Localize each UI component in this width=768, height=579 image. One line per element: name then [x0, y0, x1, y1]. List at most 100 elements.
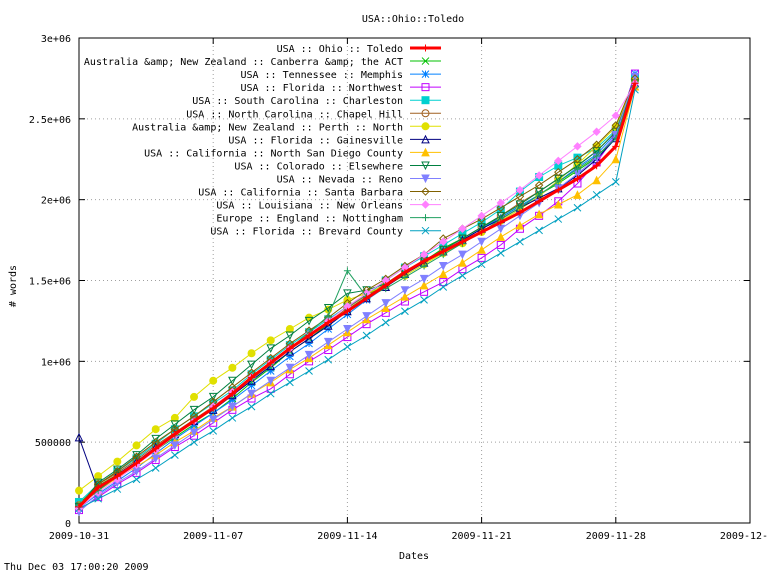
legend-entry: USA :: North Carolina :: Chapel Hill: [186, 109, 441, 120]
data-point: [439, 247, 447, 255]
data-point: [94, 494, 103, 503]
legend-label: USA :: Colorado :: Elsewhere: [234, 161, 403, 172]
data-point: [132, 441, 141, 450]
data-point: [362, 331, 371, 340]
data-point: [324, 319, 332, 327]
x-tick-label: 2009-10-31: [49, 531, 109, 542]
data-point: [400, 292, 410, 301]
data-point: [421, 134, 430, 144]
data-point: [343, 307, 351, 315]
data-point: [304, 350, 314, 360]
x-tick-label: 2009-11-07: [183, 531, 243, 542]
data-point: [458, 238, 466, 246]
data-point: [554, 178, 562, 186]
data-point: [228, 402, 237, 412]
data-point: [421, 70, 430, 78]
data-point: [611, 178, 620, 186]
data-point: [419, 280, 429, 290]
data-point: [477, 237, 486, 247]
data-point: [421, 109, 430, 118]
data-point: [75, 503, 83, 511]
data-point: [515, 200, 525, 210]
data-point: [151, 464, 160, 472]
data-point: [421, 57, 430, 65]
data-point: [381, 299, 391, 308]
data-point: [421, 226, 430, 235]
y-tick-label: 2.5e+06: [29, 115, 71, 126]
data-point: [209, 404, 217, 412]
data-point: [496, 240, 505, 249]
data-point: [285, 325, 294, 333]
data-point: [382, 281, 390, 289]
data-point: [421, 96, 430, 105]
legend-label: USA :: South Carolina :: Charleston: [192, 96, 403, 107]
data-point: [247, 402, 256, 411]
data-point: [286, 352, 294, 361]
data-point: [515, 192, 525, 201]
data-point: [573, 175, 581, 183]
data-point: [323, 321, 333, 330]
data-point: [421, 161, 430, 171]
data-point: [94, 472, 103, 481]
x-tick-label: 2009-11-28: [586, 531, 646, 542]
legend-entry: Australia &amp; New Zealand :: Canberra …: [84, 57, 441, 68]
legend-entry: USA :: Nevada :: Reno: [277, 174, 441, 186]
data-point: [573, 155, 582, 164]
legend-label: USA :: California :: Santa Barbara: [198, 188, 403, 199]
data-point: [363, 294, 371, 302]
data-point: [285, 347, 295, 356]
data-point: [208, 415, 218, 425]
legend-label: USA :: Nevada :: Reno: [277, 175, 403, 186]
data-point: [535, 191, 543, 199]
data-point: [554, 156, 563, 166]
data-point: [343, 289, 352, 299]
data-point: [228, 396, 237, 404]
data-point: [189, 428, 199, 438]
data-point: [422, 44, 429, 52]
legend-entry: USA :: South Carolina :: Charleston: [192, 96, 441, 107]
data-point: [247, 381, 256, 390]
data-point: [228, 376, 237, 386]
data-point: [152, 445, 160, 453]
data-point: [285, 331, 295, 341]
data-point: [534, 180, 544, 190]
data-point: [94, 483, 102, 491]
data-point: [170, 441, 180, 451]
data-point: [419, 274, 429, 284]
y-axis-label: # words: [8, 265, 19, 307]
data-point: [496, 198, 505, 208]
data-point: [496, 211, 506, 221]
y-tick-label: 3e+06: [41, 34, 71, 45]
data-point: [439, 237, 448, 246]
data-point: [421, 147, 430, 157]
data-point: [422, 214, 429, 222]
y-tick-label: 1.5e+06: [29, 277, 71, 288]
data-point: [189, 405, 199, 415]
y-tick-label: 0: [65, 519, 71, 530]
legend-entry: USA :: Florida :: Northwest: [240, 83, 441, 94]
legend-entry: USA :: Florida :: Brevard County: [210, 227, 441, 238]
y-tick-label: 1e+06: [41, 357, 71, 368]
data-point: [534, 171, 544, 180]
data-point: [458, 250, 467, 260]
data-point: [362, 312, 371, 321]
data-point: [573, 142, 582, 151]
data-point: [324, 312, 332, 320]
data-point: [611, 121, 621, 130]
series-0: [75, 79, 639, 511]
data-point: [171, 451, 179, 459]
data-point: [267, 359, 275, 367]
data-point: [113, 485, 122, 493]
legend-label: Australia &amp; New Zealand :: Canberra …: [84, 57, 403, 68]
data-point: [496, 232, 506, 241]
data-point: [266, 336, 275, 345]
data-point: [478, 228, 486, 236]
legend-label: Europe :: England :: Nottingham: [216, 214, 403, 225]
data-point: [305, 339, 313, 348]
data-point: [439, 278, 448, 287]
legend-entry: USA :: California :: North San Diego Cou…: [144, 147, 441, 159]
legend-entry: Australia &amp; New Zealand :: Perth :: …: [132, 122, 441, 133]
data-point: [535, 197, 543, 205]
y-tick-label: 2e+06: [41, 196, 71, 207]
